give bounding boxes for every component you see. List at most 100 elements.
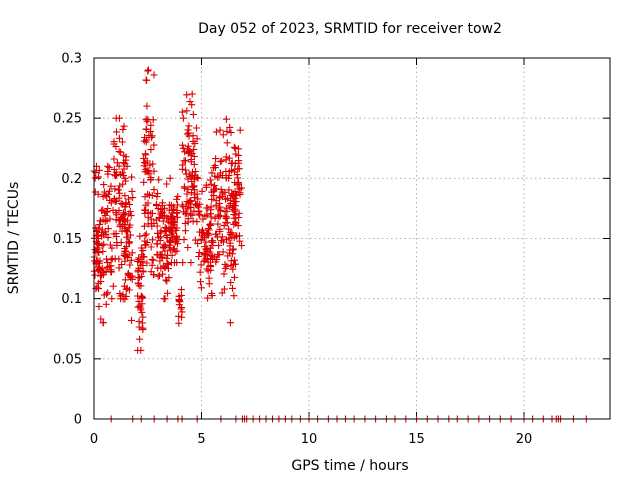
data-point — [156, 215, 163, 222]
y-tick-label: 0.1 — [61, 292, 82, 307]
data-point — [147, 243, 155, 251]
y-tick-label: 0.05 — [53, 352, 82, 367]
data-point — [100, 188, 108, 196]
data-point — [232, 198, 240, 206]
data-point — [122, 177, 130, 185]
data-point — [223, 195, 231, 202]
data-point — [215, 242, 223, 249]
data-point — [208, 195, 216, 203]
data-point — [173, 247, 181, 255]
data-point — [147, 127, 155, 135]
data-point — [138, 308, 146, 316]
data-point — [110, 138, 118, 146]
data-point — [94, 190, 102, 198]
data-point — [134, 303, 142, 311]
data-point — [236, 232, 243, 240]
data-point — [120, 252, 128, 259]
data-point — [191, 140, 199, 148]
data-point — [125, 195, 132, 203]
data-point — [231, 168, 239, 176]
data-point — [166, 174, 174, 182]
data-point — [121, 276, 129, 284]
data-point — [214, 220, 222, 228]
data-point — [200, 258, 208, 265]
data-point — [231, 273, 238, 281]
data-point — [223, 207, 231, 215]
data-point — [122, 227, 130, 235]
data-point — [227, 279, 235, 286]
data-point — [222, 174, 230, 182]
data-point — [231, 194, 239, 202]
data-point — [207, 210, 214, 218]
data-point — [140, 155, 148, 162]
data-point — [161, 223, 169, 231]
data-point — [168, 251, 176, 259]
data-point — [222, 168, 230, 175]
data-point — [95, 303, 103, 310]
data-point — [121, 245, 129, 252]
data-point — [113, 171, 121, 179]
data-point — [185, 132, 193, 140]
data-point — [161, 295, 169, 303]
data-point — [119, 215, 127, 223]
data-point — [184, 175, 192, 183]
data-point — [238, 184, 245, 192]
data-point — [112, 216, 120, 224]
data-point — [227, 262, 235, 270]
data-point — [223, 127, 231, 135]
data-point — [212, 230, 220, 238]
data-point — [122, 199, 130, 207]
data-point — [95, 249, 103, 257]
data-point — [221, 188, 229, 196]
data-point — [119, 169, 126, 177]
data-point — [180, 183, 188, 191]
data-point — [217, 186, 225, 193]
data-point — [163, 259, 171, 267]
data-point — [136, 335, 144, 343]
data-point — [223, 139, 231, 147]
data-point — [230, 214, 238, 222]
data-point — [95, 173, 103, 181]
data-point — [113, 159, 121, 167]
data-point — [115, 148, 123, 156]
data-point — [186, 197, 194, 204]
data-point — [192, 168, 200, 175]
data-point — [142, 241, 150, 249]
data-point — [218, 289, 226, 297]
data-point — [116, 182, 124, 190]
data-point — [186, 98, 194, 106]
data-point — [156, 257, 164, 265]
data-point — [211, 253, 218, 261]
data-point — [109, 282, 117, 290]
data-point — [197, 284, 205, 292]
chart-title: Day 052 of 2023, SRMTID for receiver tow… — [198, 21, 502, 37]
x-tick-label: 5 — [197, 432, 205, 447]
data-point — [194, 195, 202, 203]
data-point — [174, 192, 182, 200]
data-point — [118, 138, 126, 146]
data-point — [234, 222, 242, 230]
data-point — [115, 186, 123, 194]
data-point — [103, 259, 111, 267]
data-point — [215, 251, 223, 259]
data-point — [201, 212, 209, 220]
data-point — [184, 126, 192, 134]
data-point — [189, 217, 197, 225]
data-point — [189, 111, 197, 118]
data-point — [179, 141, 186, 149]
data-point — [105, 164, 113, 172]
data-point — [176, 298, 184, 306]
data-point — [138, 293, 146, 301]
data-point — [183, 190, 191, 198]
plot-frame — [93, 57, 611, 420]
x-tick-label: 15 — [408, 432, 425, 447]
data-point — [104, 289, 112, 297]
data-point — [194, 203, 202, 211]
data-point — [229, 265, 237, 273]
data-point — [153, 240, 161, 248]
data-point — [171, 259, 178, 267]
data-point — [207, 203, 215, 211]
data-point — [128, 316, 135, 324]
data-point — [112, 172, 119, 180]
data-point — [197, 278, 204, 286]
